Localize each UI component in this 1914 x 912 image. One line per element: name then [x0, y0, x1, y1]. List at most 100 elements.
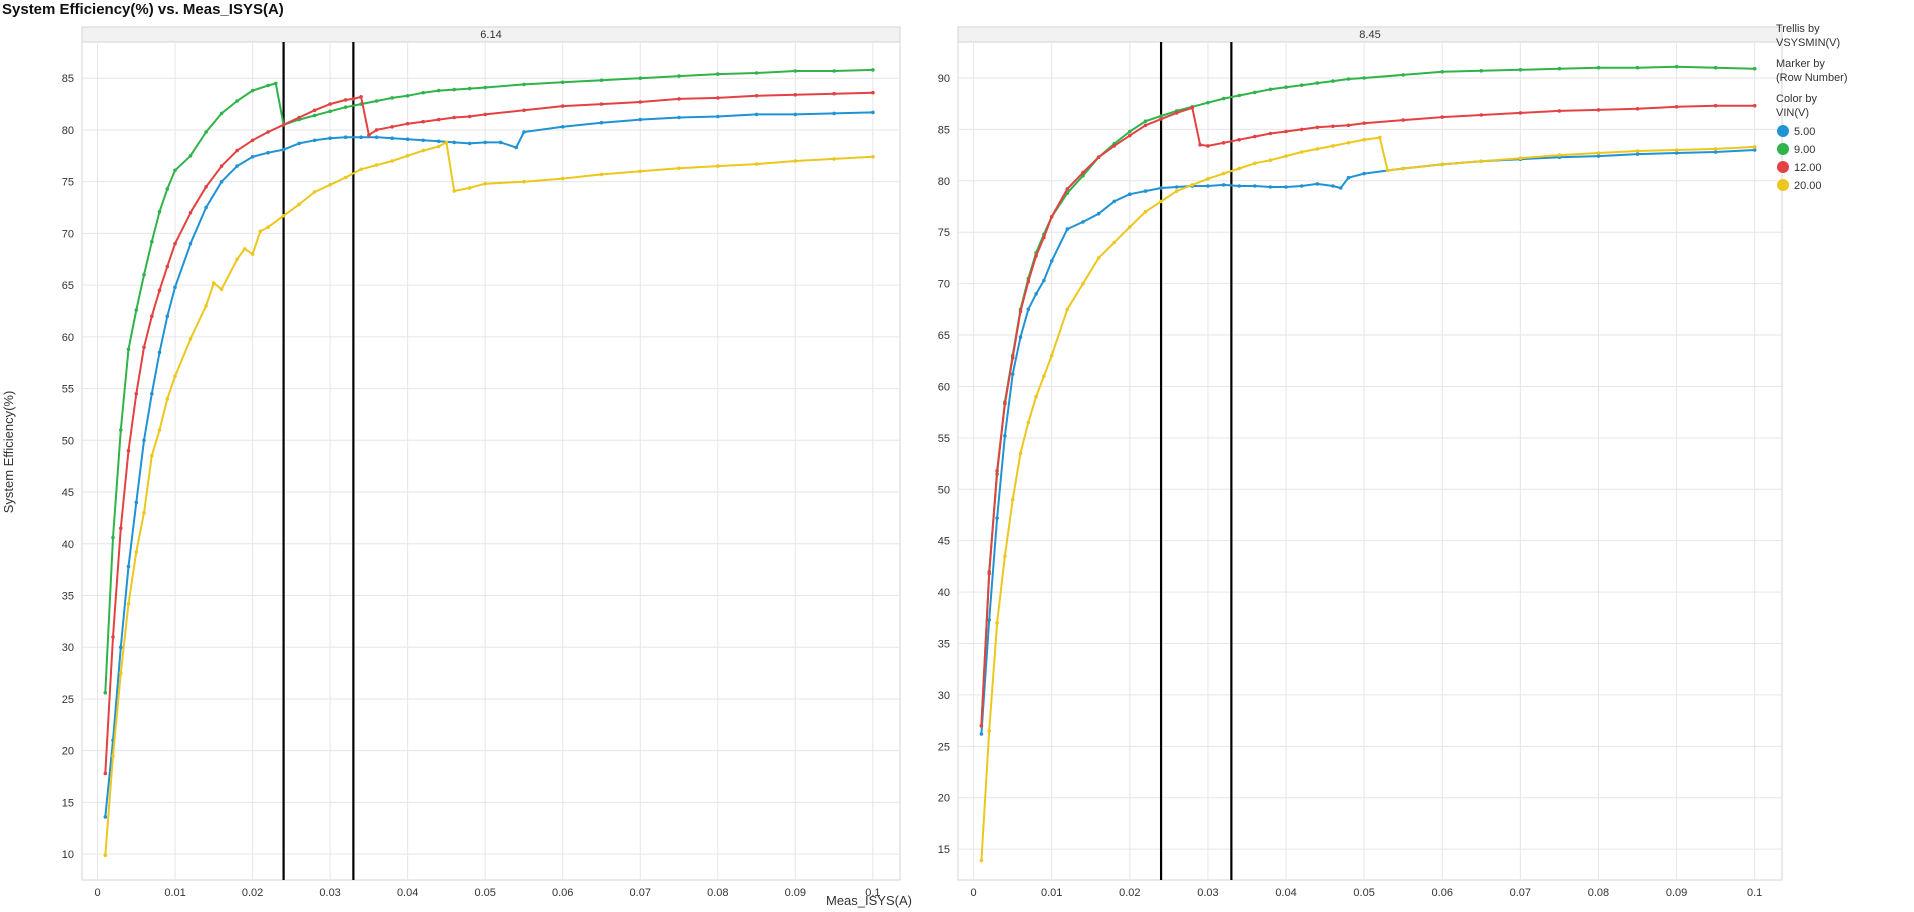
data-point[interactable] [1003, 434, 1007, 438]
data-point[interactable] [173, 168, 177, 173]
data-point[interactable] [421, 138, 426, 143]
data-point[interactable] [297, 202, 301, 207]
data-point[interactable] [165, 314, 170, 319]
legend-swatch[interactable] [1777, 143, 1789, 155]
data-point[interactable] [1010, 372, 1015, 376]
data-point[interactable] [1752, 145, 1757, 149]
data-point[interactable] [142, 438, 146, 443]
data-point[interactable] [1003, 554, 1007, 558]
data-point[interactable] [312, 190, 317, 194]
data-point[interactable] [987, 571, 991, 576]
data-point[interactable] [1440, 162, 1444, 167]
data-point[interactable] [119, 671, 123, 675]
data-point[interactable] [1026, 420, 1031, 425]
data-point[interactable] [235, 164, 239, 168]
data-point[interactable] [638, 100, 643, 104]
data-point[interactable] [452, 87, 457, 92]
data-point[interactable] [119, 428, 123, 432]
data-point[interactable] [1268, 131, 1273, 136]
data-point[interactable] [142, 510, 146, 515]
data-point[interactable] [343, 135, 348, 139]
data-point[interactable] [1253, 90, 1257, 95]
data-point[interactable] [1112, 144, 1116, 148]
data-point[interactable] [1557, 66, 1562, 71]
data-point[interactable] [483, 140, 488, 145]
data-point[interactable] [1221, 141, 1226, 145]
data-point[interactable] [1346, 141, 1351, 145]
data-point[interactable] [1635, 149, 1640, 153]
data-point[interactable] [871, 68, 875, 72]
data-point[interactable] [716, 72, 720, 76]
data-point[interactable] [716, 96, 720, 100]
data-point[interactable] [1362, 76, 1366, 80]
data-point[interactable] [150, 454, 154, 458]
data-point[interactable] [1065, 227, 1070, 231]
data-point[interactable] [390, 125, 394, 129]
data-point[interactable] [1018, 309, 1023, 314]
data-point[interactable] [150, 314, 154, 319]
data-point[interactable] [266, 130, 270, 134]
data-point[interactable] [1190, 106, 1195, 110]
data-point[interactable] [266, 225, 270, 229]
data-point[interactable] [1346, 175, 1351, 180]
data-point[interactable] [452, 140, 457, 145]
data-point[interactable] [111, 754, 115, 758]
data-point[interactable] [522, 179, 526, 184]
data-point[interactable] [1268, 185, 1273, 189]
data-point[interactable] [1206, 177, 1210, 181]
data-point[interactable] [281, 214, 286, 218]
data-point[interactable] [103, 853, 108, 857]
data-point[interactable] [157, 428, 162, 432]
data-point[interactable] [754, 71, 759, 75]
data-point[interactable] [134, 392, 139, 396]
data-point[interactable] [1713, 150, 1718, 154]
data-point[interactable] [871, 90, 875, 95]
data-point[interactable] [126, 347, 131, 352]
data-point[interactable] [1010, 497, 1015, 502]
data-point[interactable] [1331, 184, 1335, 188]
data-point[interactable] [467, 86, 472, 91]
data-point[interactable] [995, 621, 999, 625]
data-point[interactable] [312, 108, 317, 113]
data-point[interactable] [1401, 73, 1405, 77]
data-point[interactable] [793, 159, 798, 163]
data-point[interactable] [204, 185, 208, 189]
data-point[interactable] [436, 88, 441, 93]
data-point[interactable] [1713, 147, 1718, 151]
data-point[interactable] [359, 135, 363, 139]
data-point[interactable] [1042, 374, 1046, 379]
data-point[interactable] [1596, 154, 1601, 158]
data-point[interactable] [119, 526, 123, 530]
data-point[interactable] [1253, 184, 1257, 188]
data-point[interactable] [157, 350, 162, 355]
data-point[interactable] [1596, 108, 1601, 112]
data-point[interactable] [1268, 158, 1273, 162]
data-point[interactable] [1253, 134, 1257, 139]
data-point[interactable] [204, 205, 208, 210]
data-point[interactable] [142, 345, 146, 350]
data-point[interactable] [1315, 147, 1320, 151]
data-point[interactable] [219, 287, 224, 292]
data-point[interactable] [157, 288, 162, 293]
data-point[interactable] [1713, 65, 1718, 70]
data-point[interactable] [1635, 107, 1640, 111]
data-point[interactable] [560, 80, 565, 85]
data-point[interactable] [374, 135, 379, 139]
data-point[interactable] [599, 78, 604, 83]
data-point[interactable] [204, 130, 208, 134]
data-point[interactable] [1174, 111, 1179, 115]
data-point[interactable] [235, 99, 239, 103]
data-point[interactable] [374, 128, 379, 132]
data-point[interactable] [1284, 85, 1288, 89]
data-point[interactable] [1479, 159, 1484, 164]
data-point[interactable] [1237, 137, 1241, 142]
data-point[interactable] [103, 771, 108, 776]
data-point[interactable] [250, 252, 255, 256]
data-point[interactable] [1518, 156, 1523, 160]
data-point[interactable] [677, 97, 681, 101]
data-point[interactable] [1331, 124, 1335, 129]
data-point[interactable] [126, 564, 131, 569]
data-point[interactable] [1190, 183, 1195, 187]
data-point[interactable] [1378, 135, 1382, 140]
data-point[interactable] [1237, 166, 1241, 171]
